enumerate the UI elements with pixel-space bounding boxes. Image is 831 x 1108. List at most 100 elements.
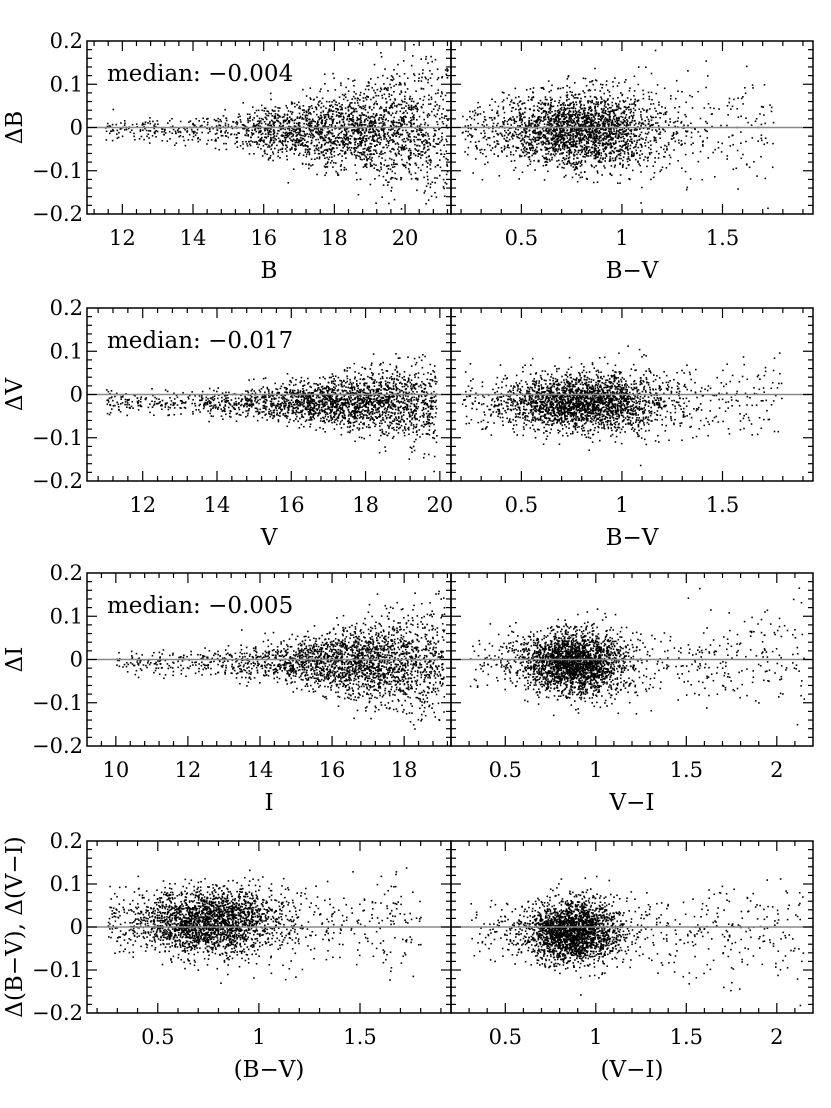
data-point [385, 144, 387, 146]
data-point [443, 195, 446, 197]
data-point [483, 116, 486, 118]
data-point [445, 73, 448, 76]
data-point [385, 138, 388, 140]
data-point [533, 159, 535, 162]
data-point [575, 123, 577, 126]
data-point [647, 159, 649, 162]
data-point [559, 148, 562, 150]
data-point [549, 109, 552, 112]
data-point [533, 115, 536, 118]
data-point [581, 176, 584, 178]
data-point [745, 140, 747, 143]
data-point [544, 134, 546, 137]
data-point [352, 114, 354, 117]
data-point [559, 121, 561, 123]
data-point [566, 107, 569, 110]
data-point [541, 101, 544, 104]
data-point [264, 116, 267, 119]
data-point [260, 147, 262, 150]
data-point [418, 145, 421, 147]
data-point [508, 94, 510, 96]
data-point [525, 89, 528, 91]
data-point [428, 98, 430, 101]
data-point [627, 149, 629, 151]
data-point [421, 76, 423, 79]
data-point [346, 118, 349, 120]
data-point [195, 118, 198, 120]
data-point [317, 152, 320, 155]
data-point [587, 89, 590, 92]
data-point [566, 123, 568, 125]
data-point [392, 141, 394, 143]
data-point [413, 74, 416, 77]
data-point [264, 136, 266, 138]
data-point [389, 157, 391, 160]
data-point [622, 111, 625, 113]
data-point [547, 140, 549, 143]
data-point [337, 137, 340, 139]
data-point [263, 150, 266, 153]
data-point [609, 158, 612, 160]
data-point [603, 99, 605, 102]
data-point [564, 118, 566, 120]
data-point [770, 110, 773, 113]
data-point [128, 127, 130, 130]
data-point [294, 148, 296, 150]
data-point [595, 113, 597, 115]
data-point [402, 164, 405, 166]
data-point [541, 135, 544, 138]
data-point [497, 133, 500, 136]
data-point [281, 134, 283, 136]
data-point [618, 135, 620, 137]
data-point [631, 154, 634, 157]
data-point [596, 134, 598, 137]
data-point [309, 125, 311, 127]
data-point [395, 83, 397, 86]
data-point [312, 137, 314, 139]
data-point [434, 115, 437, 118]
data-point [260, 139, 263, 142]
y-axis-label: ΔB [2, 111, 28, 145]
data-point [536, 143, 538, 146]
data-point [297, 133, 300, 135]
data-point [358, 131, 361, 134]
data-point [532, 131, 534, 134]
data-point [599, 124, 601, 126]
data-point [672, 133, 675, 135]
data-point [364, 165, 366, 167]
data-point [392, 135, 394, 137]
data-point [404, 140, 407, 143]
data-point [131, 129, 133, 131]
data-point [549, 106, 551, 109]
data-point [538, 107, 541, 109]
data-point [375, 128, 378, 131]
data-point [618, 124, 621, 126]
data-point [545, 143, 547, 145]
data-point [439, 159, 441, 161]
data-point [287, 182, 290, 184]
data-point [154, 130, 156, 133]
data-point [257, 124, 260, 127]
data-point [505, 140, 508, 142]
data-point [351, 111, 353, 114]
data-point [347, 110, 350, 112]
data-point [106, 122, 109, 125]
data-point [116, 133, 118, 135]
data-point [347, 130, 350, 133]
data-point [380, 117, 383, 119]
data-point [292, 135, 294, 137]
data-point [269, 92, 272, 95]
data-point [613, 147, 616, 150]
data-point [417, 150, 419, 152]
data-point [445, 157, 447, 160]
data-point [496, 110, 499, 112]
data-point [432, 145, 435, 148]
data-point [571, 144, 574, 147]
data-point [466, 118, 468, 121]
data-point [264, 143, 267, 145]
data-point [611, 133, 614, 135]
data-point [619, 163, 621, 165]
data-point [357, 138, 359, 140]
data-point [347, 143, 349, 146]
data-point [348, 103, 351, 106]
